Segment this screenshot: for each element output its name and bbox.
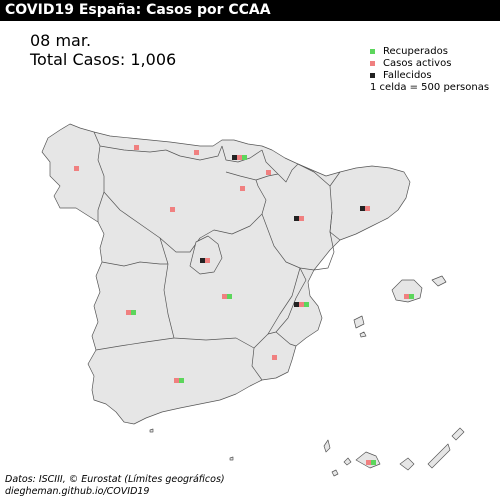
cell-murcia-active <box>272 355 277 360</box>
cell-la-rioja-active <box>240 186 245 191</box>
credit-line-2: diegheman.github.io/COVID19 <box>5 486 150 497</box>
cell-aragon-dead <box>294 216 299 221</box>
cell-islas-baleares-recovered <box>409 294 414 299</box>
legend-label-active: Casos activos <box>383 58 452 69</box>
region-shape-cantabria <box>165 145 223 161</box>
region-shape-fuerteventura <box>427 443 451 469</box>
cell-canarias-recovered <box>371 460 376 465</box>
total-cases-label: Total Casos: 1,006 <box>30 50 177 69</box>
cell-navarra-active <box>266 170 271 175</box>
region-shape-gran-canaria <box>399 457 415 471</box>
region-shape-el-hierro <box>331 469 339 477</box>
title-bar: COVID19 España: Casos por CCAA <box>0 0 500 21</box>
region-shape-mainland <box>41 123 411 425</box>
region-shape-navarra <box>261 149 299 183</box>
cell-madrid-dead <box>200 258 205 263</box>
region-shape-la-palma <box>323 439 331 453</box>
region-shape-asturias <box>99 145 167 153</box>
cell-pais-vasco-dead <box>232 155 237 160</box>
region-shape-formentera <box>359 331 367 338</box>
legend-label-deaths: Fallecidos <box>383 70 432 81</box>
cell-galicia-active <box>74 166 79 171</box>
cell-asturias-active <box>134 145 139 150</box>
cell-madrid-active <box>205 258 210 263</box>
legend-swatch-deaths <box>370 73 375 78</box>
cell-islas-baleares-active <box>404 294 409 299</box>
cell-castilla-la-mancha-recovered <box>227 294 232 299</box>
cell-pais-vasco-active <box>237 155 242 160</box>
credit-line-1: Datos: ISCIII, © Eurostat (Límites geogr… <box>5 474 225 485</box>
cell-comunidad-valenciana-dead <box>294 302 299 307</box>
legend-note: 1 celda = 500 personas <box>370 82 490 93</box>
region-shape-mallorca <box>391 279 423 303</box>
region-shape-pais-vasco <box>221 145 263 163</box>
region-shape-valencia <box>267 267 307 335</box>
region-shape-ceuta <box>149 428 154 433</box>
legend-label-recovered: Recuperados <box>383 46 448 57</box>
cell-pais-vasco-recovered <box>242 155 247 160</box>
region-shape-la-gomera <box>343 457 352 466</box>
cell-comunidad-valenciana-active <box>299 302 304 307</box>
cell-cataluna-active <box>365 206 370 211</box>
region-shape-extremadura <box>95 261 175 351</box>
region-shape-murcia <box>251 331 297 381</box>
region-shape-menorca <box>431 275 447 287</box>
date-label: 08 mar. <box>30 31 92 50</box>
cell-extremadura-active <box>126 310 131 315</box>
cell-andalucia-active <box>174 378 179 383</box>
region-shape-melilla <box>229 456 234 461</box>
cell-aragon-active <box>299 216 304 221</box>
region-shape-ibiza <box>353 315 365 329</box>
cell-cantabria-active <box>194 150 199 155</box>
chart-title: COVID19 España: Casos por CCAA <box>5 2 271 18</box>
cell-extremadura-recovered <box>131 310 136 315</box>
region-shape-castilla-leon <box>103 179 267 253</box>
cell-castilla-y-leon-active <box>170 207 175 212</box>
cell-canarias-active <box>366 460 371 465</box>
cell-andalucia-recovered <box>179 378 184 383</box>
region-shape-madrid <box>189 235 223 275</box>
legend-swatch-recovered <box>370 49 375 54</box>
cell-comunidad-valenciana-recovered <box>304 302 309 307</box>
region-shape-castilla-la-mancha <box>159 237 301 349</box>
region-shape-lanzarote <box>451 427 465 441</box>
region-shape-cataluna <box>329 171 341 241</box>
cell-cataluna-dead <box>360 206 365 211</box>
cell-castilla-la-mancha-active <box>222 294 227 299</box>
legend-swatch-active <box>370 61 375 66</box>
